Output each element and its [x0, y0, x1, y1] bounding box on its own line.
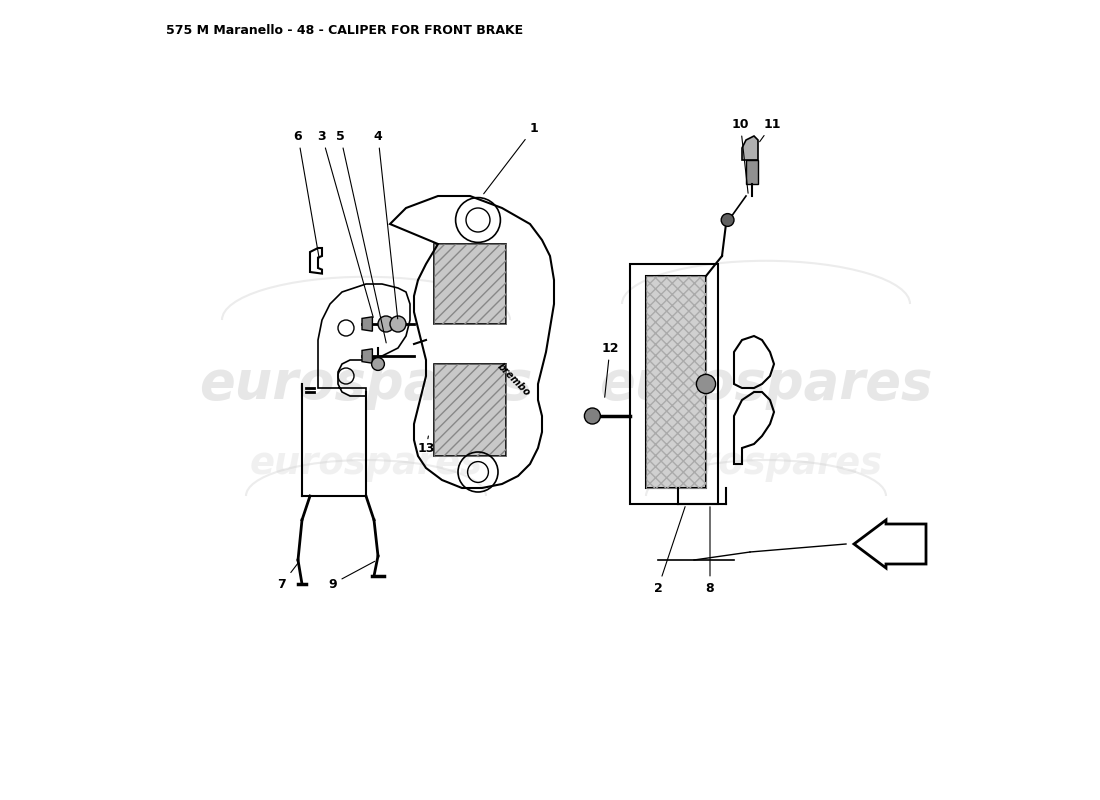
- Polygon shape: [362, 349, 373, 363]
- Text: 13: 13: [417, 436, 434, 454]
- Text: 7: 7: [277, 562, 299, 590]
- Circle shape: [378, 316, 394, 332]
- Text: eurospares: eurospares: [600, 358, 933, 410]
- Polygon shape: [742, 136, 758, 160]
- Text: 575 M Maranello - 48 - CALIPER FOR FRONT BRAKE: 575 M Maranello - 48 - CALIPER FOR FRONT…: [166, 24, 524, 37]
- Text: 8: 8: [706, 506, 714, 594]
- Text: 2: 2: [653, 506, 685, 594]
- Polygon shape: [746, 160, 758, 184]
- Polygon shape: [362, 317, 373, 331]
- Text: 5: 5: [336, 130, 386, 343]
- Text: eurospares: eurospares: [199, 358, 532, 410]
- Text: 1: 1: [484, 122, 538, 194]
- Text: 11: 11: [760, 118, 781, 142]
- Text: 3: 3: [318, 130, 373, 318]
- Polygon shape: [434, 364, 506, 456]
- Polygon shape: [434, 244, 506, 324]
- Text: 12: 12: [602, 342, 618, 398]
- Circle shape: [584, 408, 601, 424]
- Text: eurospares: eurospares: [649, 446, 882, 482]
- Text: 10: 10: [732, 118, 749, 194]
- Text: 4: 4: [374, 130, 398, 319]
- Text: 9: 9: [328, 562, 375, 590]
- Text: eurospares: eurospares: [250, 446, 483, 482]
- Polygon shape: [646, 276, 706, 488]
- Circle shape: [390, 316, 406, 332]
- Text: 6: 6: [294, 130, 319, 258]
- Circle shape: [722, 214, 734, 226]
- Circle shape: [696, 374, 716, 394]
- Text: brembo: brembo: [495, 362, 532, 398]
- Circle shape: [372, 358, 384, 370]
